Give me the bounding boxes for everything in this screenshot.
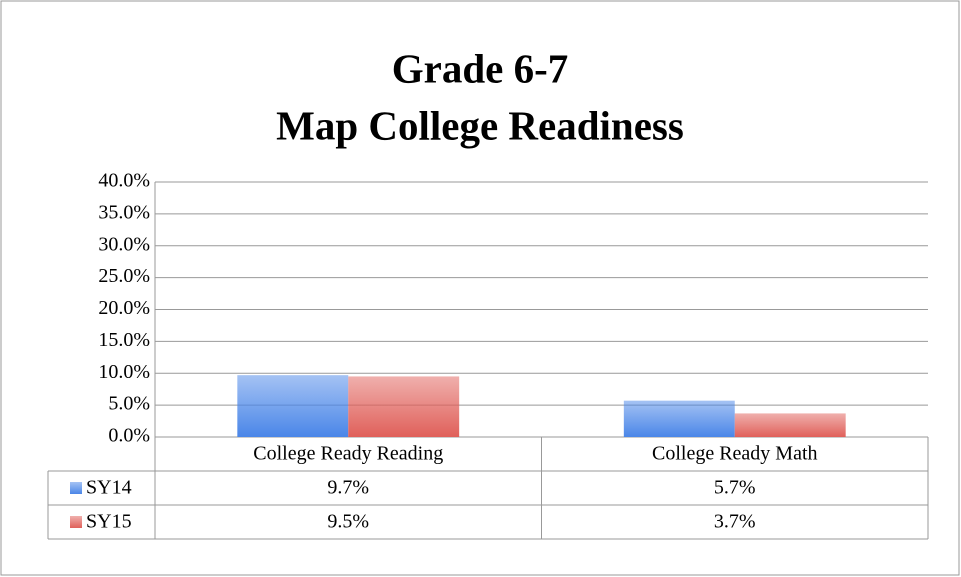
bar — [237, 375, 349, 437]
y-tick-label: 20.0% — [98, 297, 150, 319]
table-value: 5.7% — [714, 477, 756, 499]
table-value: 9.7% — [327, 477, 369, 499]
y-tick-label: 30.0% — [98, 233, 150, 255]
bar — [623, 400, 735, 437]
legend-label: SY15 — [86, 511, 132, 533]
y-tick-label: 25.0% — [98, 265, 150, 287]
legend-key — [70, 516, 82, 528]
y-tick-label: 40.0% — [98, 170, 150, 192]
table-value: 9.5% — [327, 511, 369, 533]
chart-title: Map College Readiness — [276, 102, 684, 148]
y-tick-label: 15.0% — [98, 329, 150, 351]
bar — [734, 413, 846, 437]
table-value: 3.7% — [714, 511, 756, 533]
y-tick-label: 0.0% — [108, 425, 150, 447]
x-tick-label: College Ready Math — [652, 443, 818, 465]
y-tick-label: 10.0% — [98, 361, 150, 383]
x-tick-label: College Ready Reading — [253, 443, 443, 465]
chart-title: Grade 6-7 — [392, 45, 569, 91]
y-tick-label: 5.0% — [108, 393, 150, 415]
y-tick-label: 35.0% — [98, 201, 150, 223]
bar — [348, 376, 460, 437]
legend-key — [70, 482, 82, 494]
legend-label: SY14 — [86, 477, 132, 499]
